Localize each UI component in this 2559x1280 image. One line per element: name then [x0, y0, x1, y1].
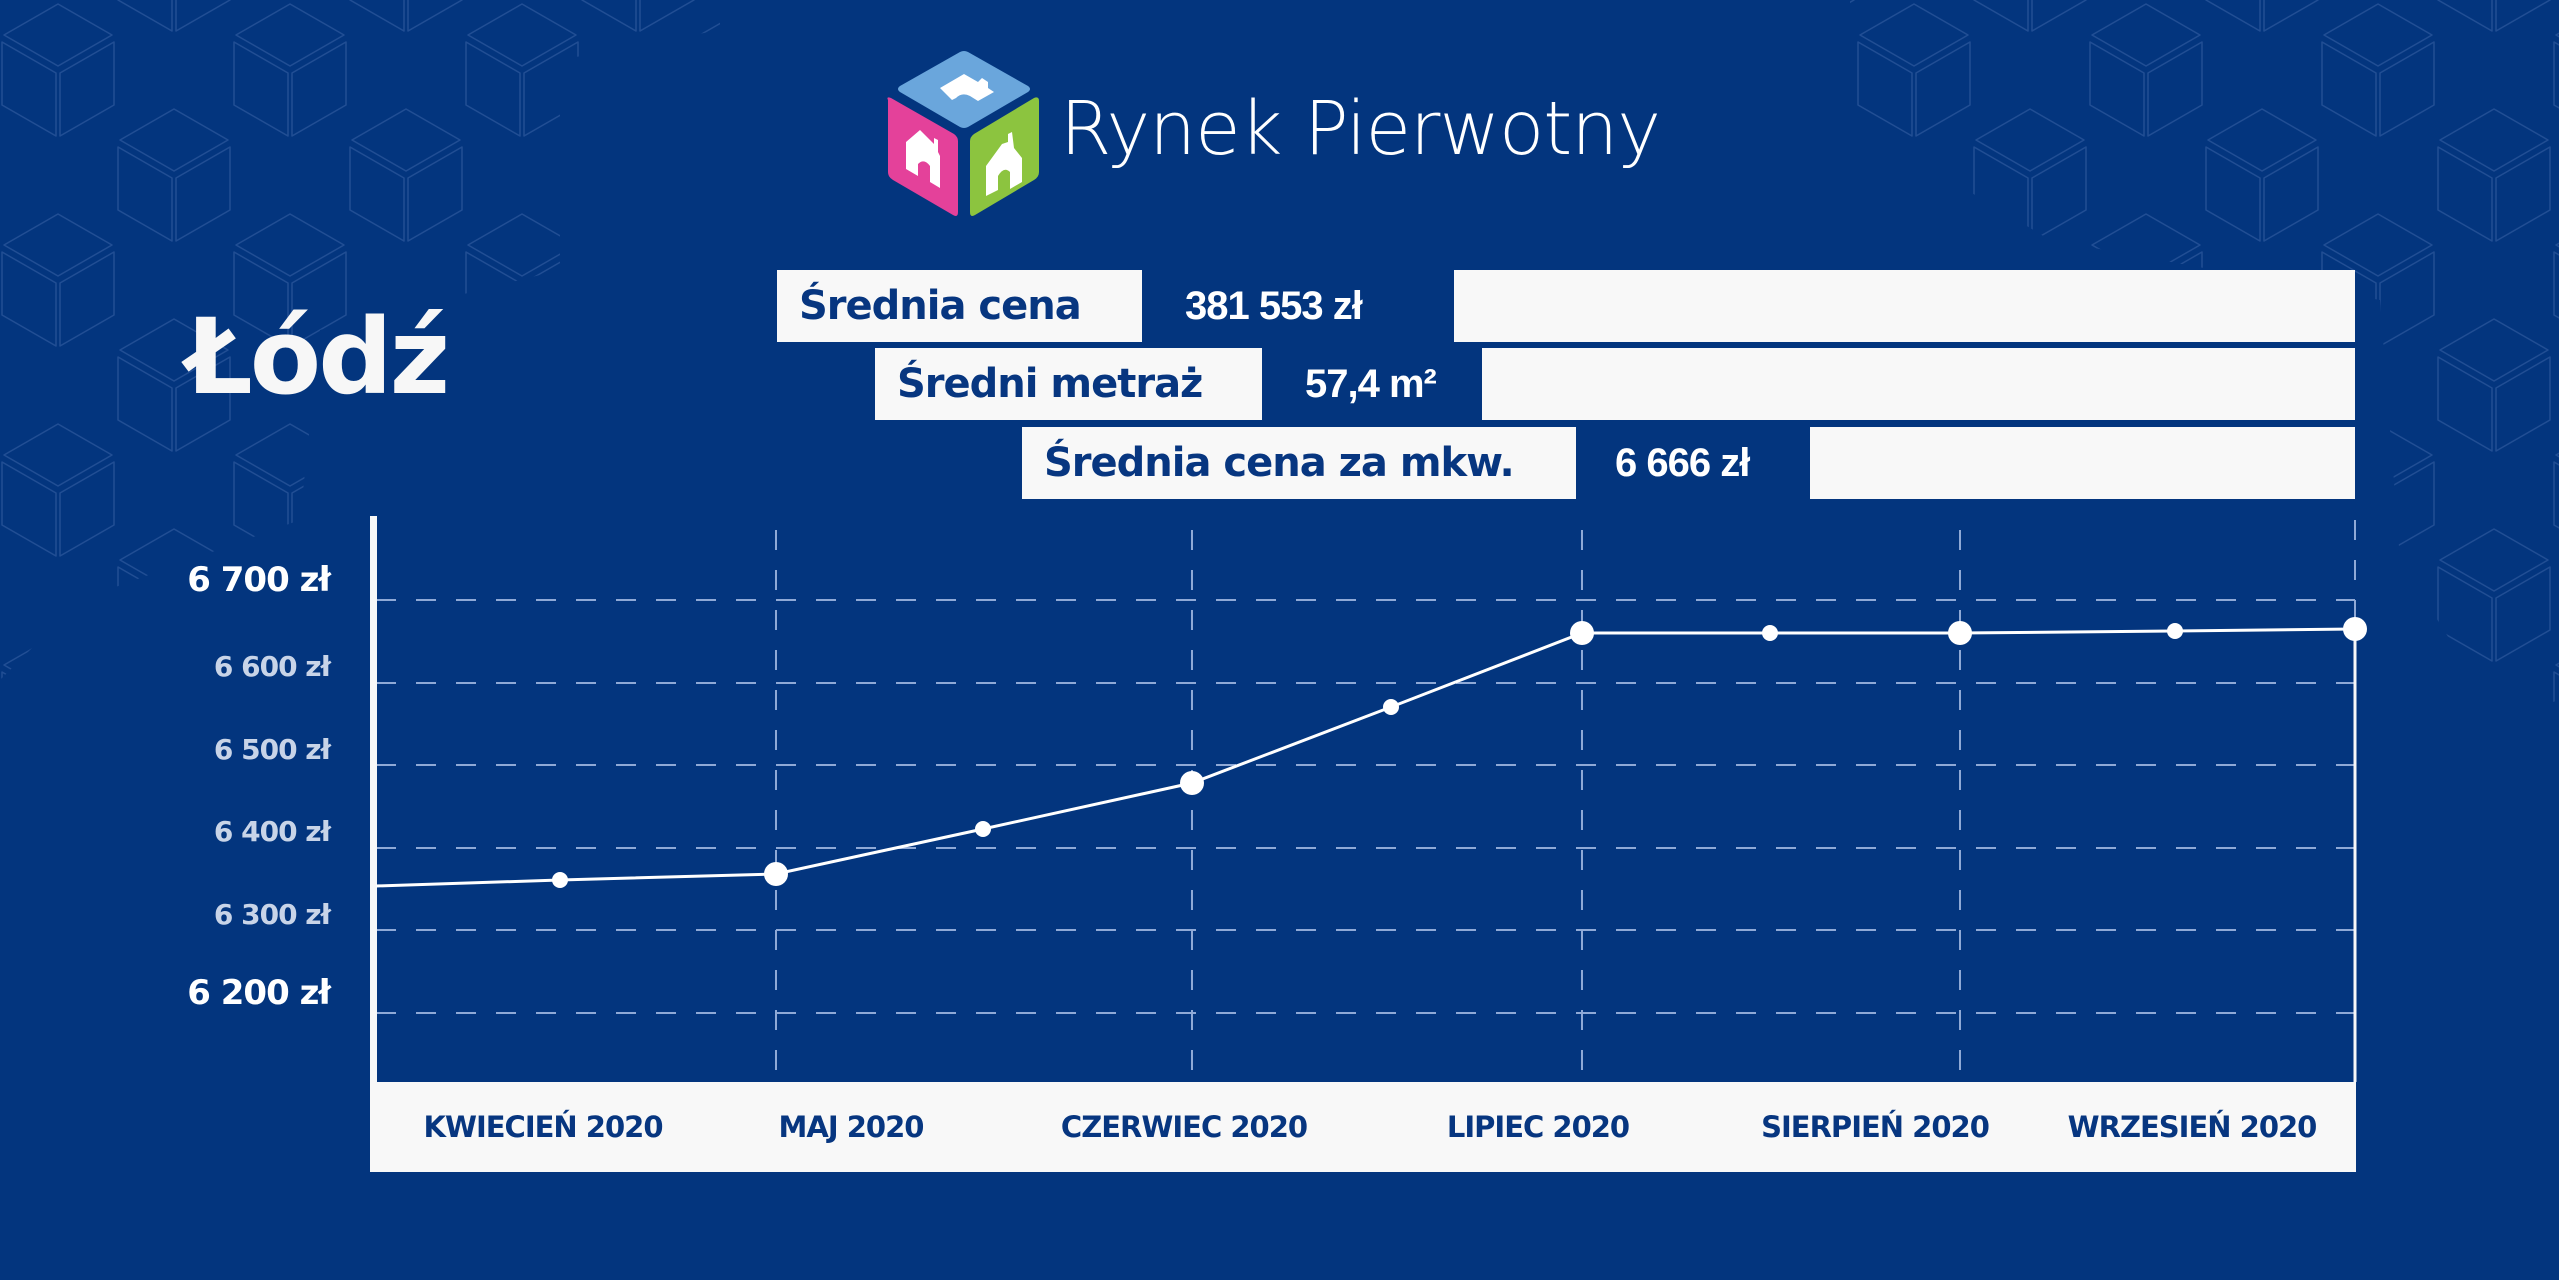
stat-value: 381 553 zł	[1185, 284, 1363, 328]
y-tick-label: 6 700 zł	[187, 560, 331, 600]
vertical-gridlines	[775, 520, 2356, 1082]
stat-label: Średnia cena za mkw.	[1022, 427, 1576, 499]
y-tick-label: 6 300 zł	[213, 898, 331, 931]
y-tick-label: 6 200 zł	[187, 973, 331, 1013]
x-label: SIERPIEŃ 2020	[1761, 1110, 1990, 1144]
stat-value: 57,4 m²	[1305, 362, 1437, 406]
y-tick-label: 6 500 zł	[213, 733, 331, 766]
stat-row-average-price: Średnia cena 381 553 zł	[0, 270, 2559, 342]
horizontal-gridlines	[376, 599, 2355, 1014]
stat-value: 6 666 zł	[1615, 441, 1750, 485]
stat-label: Średnia cena	[777, 270, 1142, 342]
stat-label: Średni metraż	[875, 348, 1262, 420]
brand-logo: Rynek Pierwotny	[882, 48, 1682, 220]
y-axis-line	[370, 516, 377, 1082]
city-title: Łódź	[186, 296, 450, 418]
stat-bar	[1454, 270, 2355, 342]
stat-bar	[1482, 348, 2355, 420]
x-axis-labels: KWIECIEŃ 2020 MAJ 2020 CZERWIEC 2020 LIP…	[370, 1082, 2356, 1172]
x-label: LIPIEC 2020	[1446, 1110, 1630, 1144]
cube-logo-icon	[887, 51, 1039, 216]
x-label: CZERWIEC 2020	[1060, 1110, 1308, 1144]
x-label: WRZESIEŃ 2020	[2067, 1110, 2318, 1144]
brand-name: Rynek Pierwotny	[1060, 86, 1661, 172]
x-label: KWIECIEŃ 2020	[423, 1110, 663, 1144]
y-tick-label: 6 400 zł	[213, 815, 331, 848]
x-label: MAJ 2020	[778, 1110, 925, 1144]
y-tick-label: 6 600 zł	[213, 650, 331, 683]
stat-row-average-area: Średni metraż 57,4 m²	[0, 348, 2559, 420]
data-markers	[552, 617, 2367, 888]
stat-row-price-per-sqm: Średnia cena za mkw. 6 666 zł	[0, 427, 2559, 499]
stat-bar	[1810, 427, 2355, 499]
